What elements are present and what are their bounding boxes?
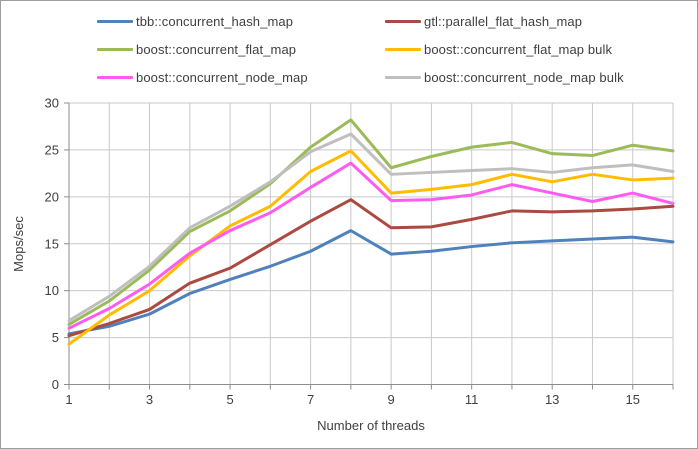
series-line-1 [67, 198, 675, 338]
y-tick-label: 5 [52, 330, 59, 345]
y-tick-label: 0 [52, 377, 59, 392]
x-tick-label: 13 [545, 392, 559, 407]
legend-label: boost::concurrent_node_map [136, 69, 308, 85]
legend-item: boost::concurrent_flat_map bulk [385, 42, 624, 57]
legend-item: boost::concurrent_node_map bulk [385, 70, 624, 85]
series-line-2 [67, 118, 675, 326]
legend-item: tbb::concurrent_hash_map [97, 14, 385, 29]
legend-line-swatch [385, 75, 421, 79]
legend: tbb::concurrent_hash_map gtl::parallel_fl… [97, 7, 624, 91]
y-tick-label: 20 [45, 189, 59, 204]
legend-item: boost::concurrent_flat_map [97, 42, 385, 57]
series-line-0 [67, 229, 675, 336]
legend-item: gtl::parallel_flat_hash_map [385, 14, 624, 29]
series-line-5 [67, 132, 675, 323]
legend-line-swatch [97, 47, 133, 51]
y-tick-label: 30 [45, 96, 59, 111]
x-tick-label: 11 [465, 392, 479, 407]
y-tick-label: 15 [45, 236, 59, 251]
legend-label: boost::concurrent_flat_map bulk [424, 41, 613, 57]
x-tick-label: 1 [65, 392, 72, 407]
legend-item: boost::concurrent_node_map [97, 70, 385, 85]
x-tick-label: 9 [388, 392, 395, 407]
x-tick-label: 15 [625, 392, 639, 407]
x-axis-title: Number of threads [317, 418, 425, 433]
legend-line-swatch [385, 19, 421, 23]
legend-label: tbb::concurrent_hash_map [136, 13, 294, 29]
x-tick-label: 3 [146, 392, 153, 407]
y-axis-title: Mops/sec [11, 216, 26, 272]
y-tick-label: 25 [45, 142, 59, 157]
y-tick-label: 10 [45, 283, 59, 298]
legend-line-swatch [97, 19, 133, 23]
legend-line-swatch [385, 47, 421, 51]
x-tick-label: 7 [307, 392, 314, 407]
x-tick-label: 5 [226, 392, 233, 407]
series-line-4 [67, 161, 675, 330]
legend-label: boost::concurrent_flat_map [136, 41, 297, 57]
legend-line-swatch [97, 75, 133, 79]
series-line-3 [67, 149, 675, 346]
legend-label: boost::concurrent_node_map bulk [424, 69, 624, 85]
legend-label: gtl::parallel_flat_hash_map [424, 13, 583, 29]
